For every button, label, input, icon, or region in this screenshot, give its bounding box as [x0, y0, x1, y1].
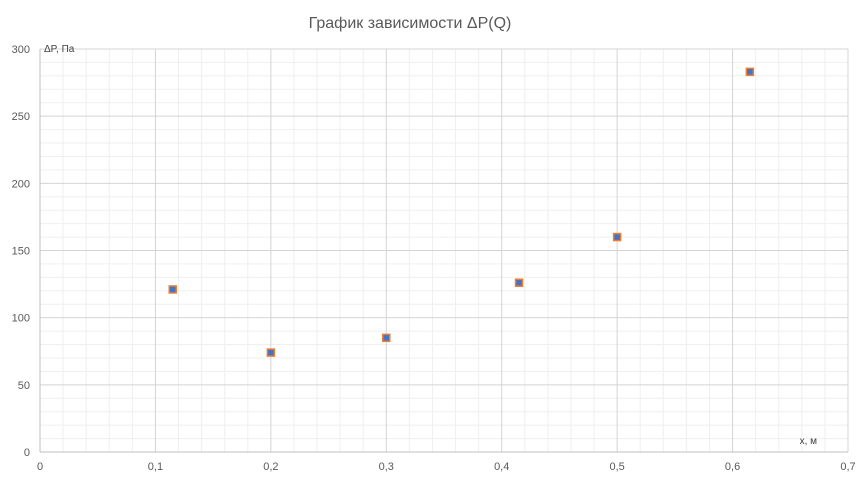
x-tick-label: 0,3: [379, 461, 394, 473]
x-tick-label: 0,4: [494, 461, 509, 473]
major-grid: [40, 48, 849, 452]
tick-labels: 0 0,1 0,2 0,3 0,4 0,5 0,6 0,7 0 50 100 150 200 250 300: [12, 44, 856, 473]
y-tick-label: 0: [24, 447, 30, 459]
data-point: [382, 333, 391, 343]
x-tick-label: 0,1: [148, 461, 163, 473]
data-points: [168, 67, 755, 357]
x-tick-label: 0: [37, 461, 43, 473]
y-tick-label: 50: [18, 380, 30, 392]
chart-title: График зависимости ΔP(Q): [309, 15, 512, 32]
y-tick-label: 100: [12, 313, 30, 325]
y-tick-label: 250: [12, 111, 30, 123]
y-tick-label: 300: [12, 44, 30, 56]
x-tick-label: 0,7: [840, 461, 855, 473]
y-tick-label: 150: [12, 246, 30, 258]
x-tick-label: 0,5: [609, 461, 624, 473]
data-point: [514, 278, 524, 287]
data-point: [266, 348, 276, 357]
x-tick-label: 0,6: [725, 461, 740, 473]
data-point: [612, 232, 622, 242]
x-axis-label: x, м: [800, 436, 818, 447]
y-tick-label: 200: [12, 178, 30, 190]
axes: [39, 49, 848, 453]
y-axis-label: ΔP, Па: [44, 44, 75, 55]
x-tick-label: 0,2: [263, 461, 278, 473]
data-point: [745, 67, 755, 77]
data-point: [168, 285, 177, 294]
